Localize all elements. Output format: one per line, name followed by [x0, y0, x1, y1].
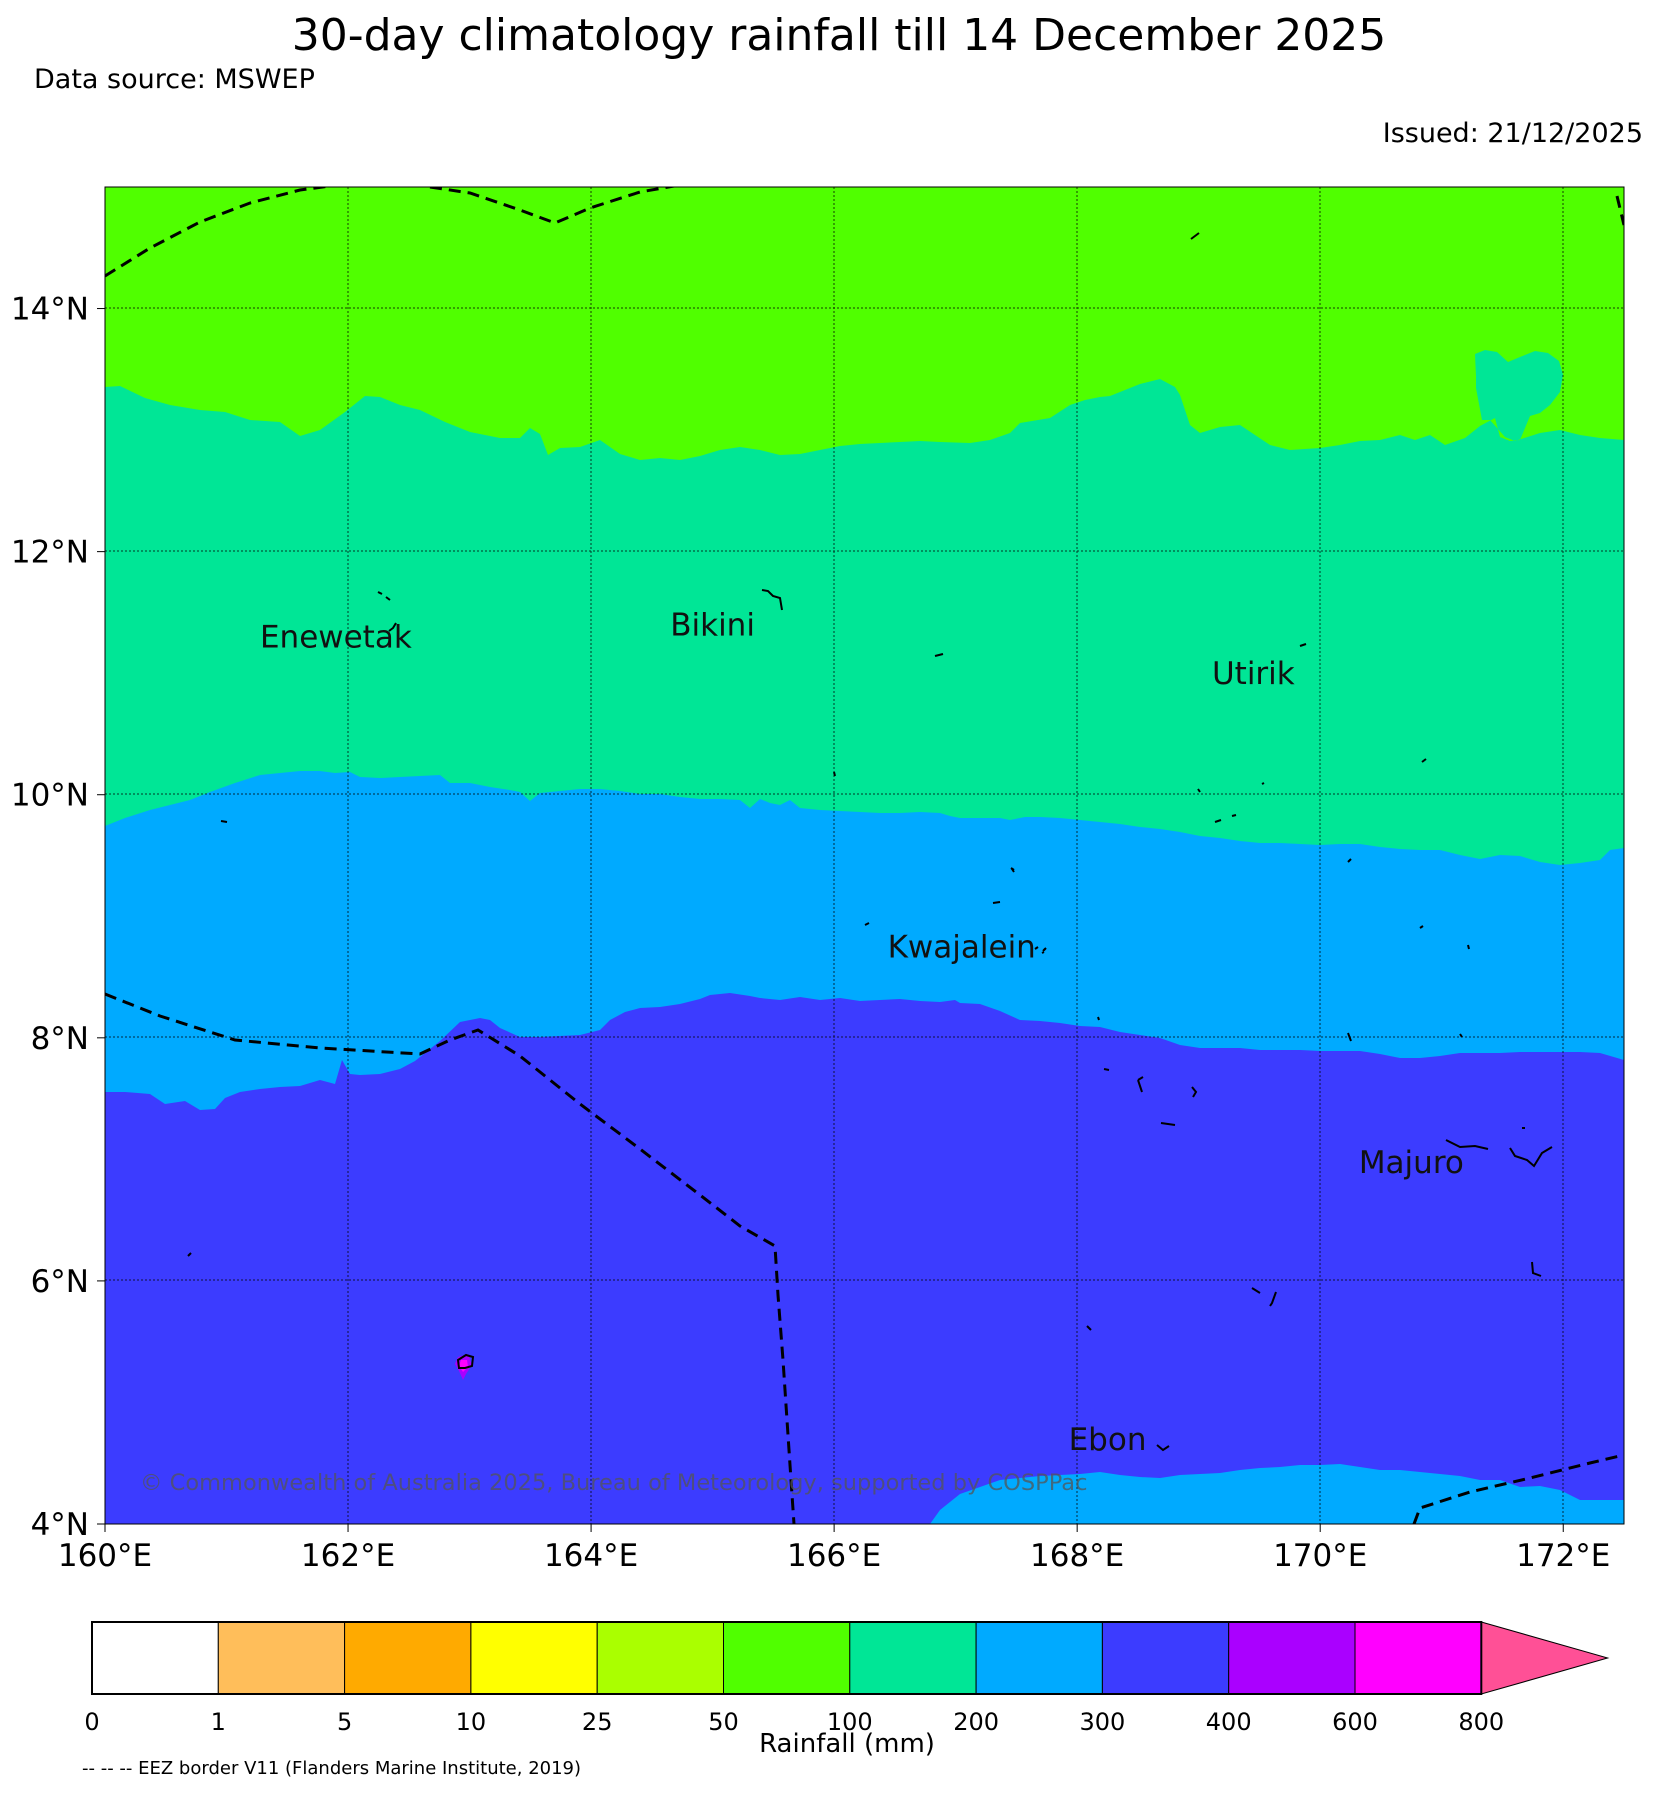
lat-tick-label: 6°N — [31, 1264, 89, 1300]
lon-tick-label: 170°E — [1273, 1538, 1367, 1574]
lat-tick-label: 4°N — [31, 1507, 89, 1543]
colorbar-tick-label: 10 — [456, 1708, 487, 1736]
atolls — [187, 232, 1553, 1452]
map-gridlines — [105, 187, 1624, 1524]
colorbar-outline — [91, 1621, 1483, 1695]
map-frame — [104, 186, 1625, 1525]
colorbar-tick-label: 800 — [1458, 1708, 1504, 1736]
lon-tick-label: 160°E — [58, 1538, 152, 1574]
colorbar-tick-label: 50 — [708, 1708, 739, 1736]
lon-tick-label: 168°E — [1030, 1538, 1124, 1574]
colorbar-tick-label: 1 — [211, 1708, 226, 1736]
eez-footnote: -- -- -- EEZ border V11 (Flanders Marine… — [82, 1758, 582, 1779]
lon-tick-label: 172°E — [1516, 1538, 1610, 1574]
copyright-notice: © Commonwealth of Australia 2025, Bureau… — [140, 1470, 1087, 1496]
colorbar-tick-label: 5 — [337, 1708, 352, 1736]
colorbar-segment — [723, 1621, 851, 1695]
lat-tick-label: 14°N — [11, 292, 89, 328]
colorbar-segment — [596, 1621, 725, 1695]
colorbar-segment — [470, 1621, 598, 1695]
eez-borders — [105, 187, 1624, 1524]
place-label: Kwajalein — [888, 930, 1036, 966]
colorbar-segment — [1354, 1621, 1482, 1695]
place-label: Ebon — [1069, 1422, 1147, 1458]
colorbar-segment — [1228, 1621, 1356, 1695]
lon-tick-label: 162°E — [301, 1538, 395, 1574]
colorbar-label: Rainfall (mm) — [759, 1729, 935, 1759]
colorbar-segment — [344, 1621, 472, 1695]
colorbar-segment — [1101, 1621, 1230, 1695]
colorbar-segment — [217, 1621, 346, 1695]
band-300-400 — [105, 993, 1624, 1524]
data-source: Data source: MSWEP — [34, 64, 315, 95]
colorbar-tick-label: 0 — [84, 1708, 99, 1736]
lat-tick-label: 12°N — [11, 535, 89, 571]
colorbar-segment — [849, 1621, 977, 1695]
chart-title: 30-day climatology rainfall till 14 Dece… — [291, 10, 1387, 61]
colorbar-tick-label: 600 — [1332, 1708, 1378, 1736]
lon-tick-label: 164°E — [544, 1538, 638, 1574]
map-axes: 160°E 162°E 164°E 166°E 168°E 170°E 172°E 4°N 6°… — [11, 292, 1611, 1574]
colorbar-extend-arrow — [1480, 1621, 1610, 1695]
place-labels: Enewetak Bikini Utirik Kwajalein Majuro Ebon — [260, 608, 1464, 1458]
colorbar-tick-label: 25 — [582, 1708, 613, 1736]
lon-tick-label: 166°E — [787, 1538, 881, 1574]
colorbar-tick-label: 400 — [1206, 1708, 1252, 1736]
issued-date: Issued: 21/12/2025 — [1382, 118, 1643, 149]
colorbar-tick-label: 200 — [953, 1708, 999, 1736]
lat-tick-label: 8°N — [31, 1021, 89, 1057]
colorbar-segment — [975, 1621, 1103, 1695]
colorbar: 0 1 5 10 25 50 100 200 300 400 600 800 — [84, 1621, 1610, 1736]
place-label: Utirik — [1212, 656, 1295, 692]
place-label: Enewetak — [260, 620, 412, 656]
place-label: Majuro — [1359, 1145, 1464, 1181]
place-label: Bikini — [670, 608, 755, 644]
lat-tick-label: 10°N — [11, 778, 89, 814]
colorbar-tick-label: 100 — [827, 1708, 873, 1736]
colorbar-tick-label: 300 — [1079, 1708, 1125, 1736]
colorbar-segment — [91, 1621, 219, 1695]
rainfall-field — [105, 187, 1624, 1524]
